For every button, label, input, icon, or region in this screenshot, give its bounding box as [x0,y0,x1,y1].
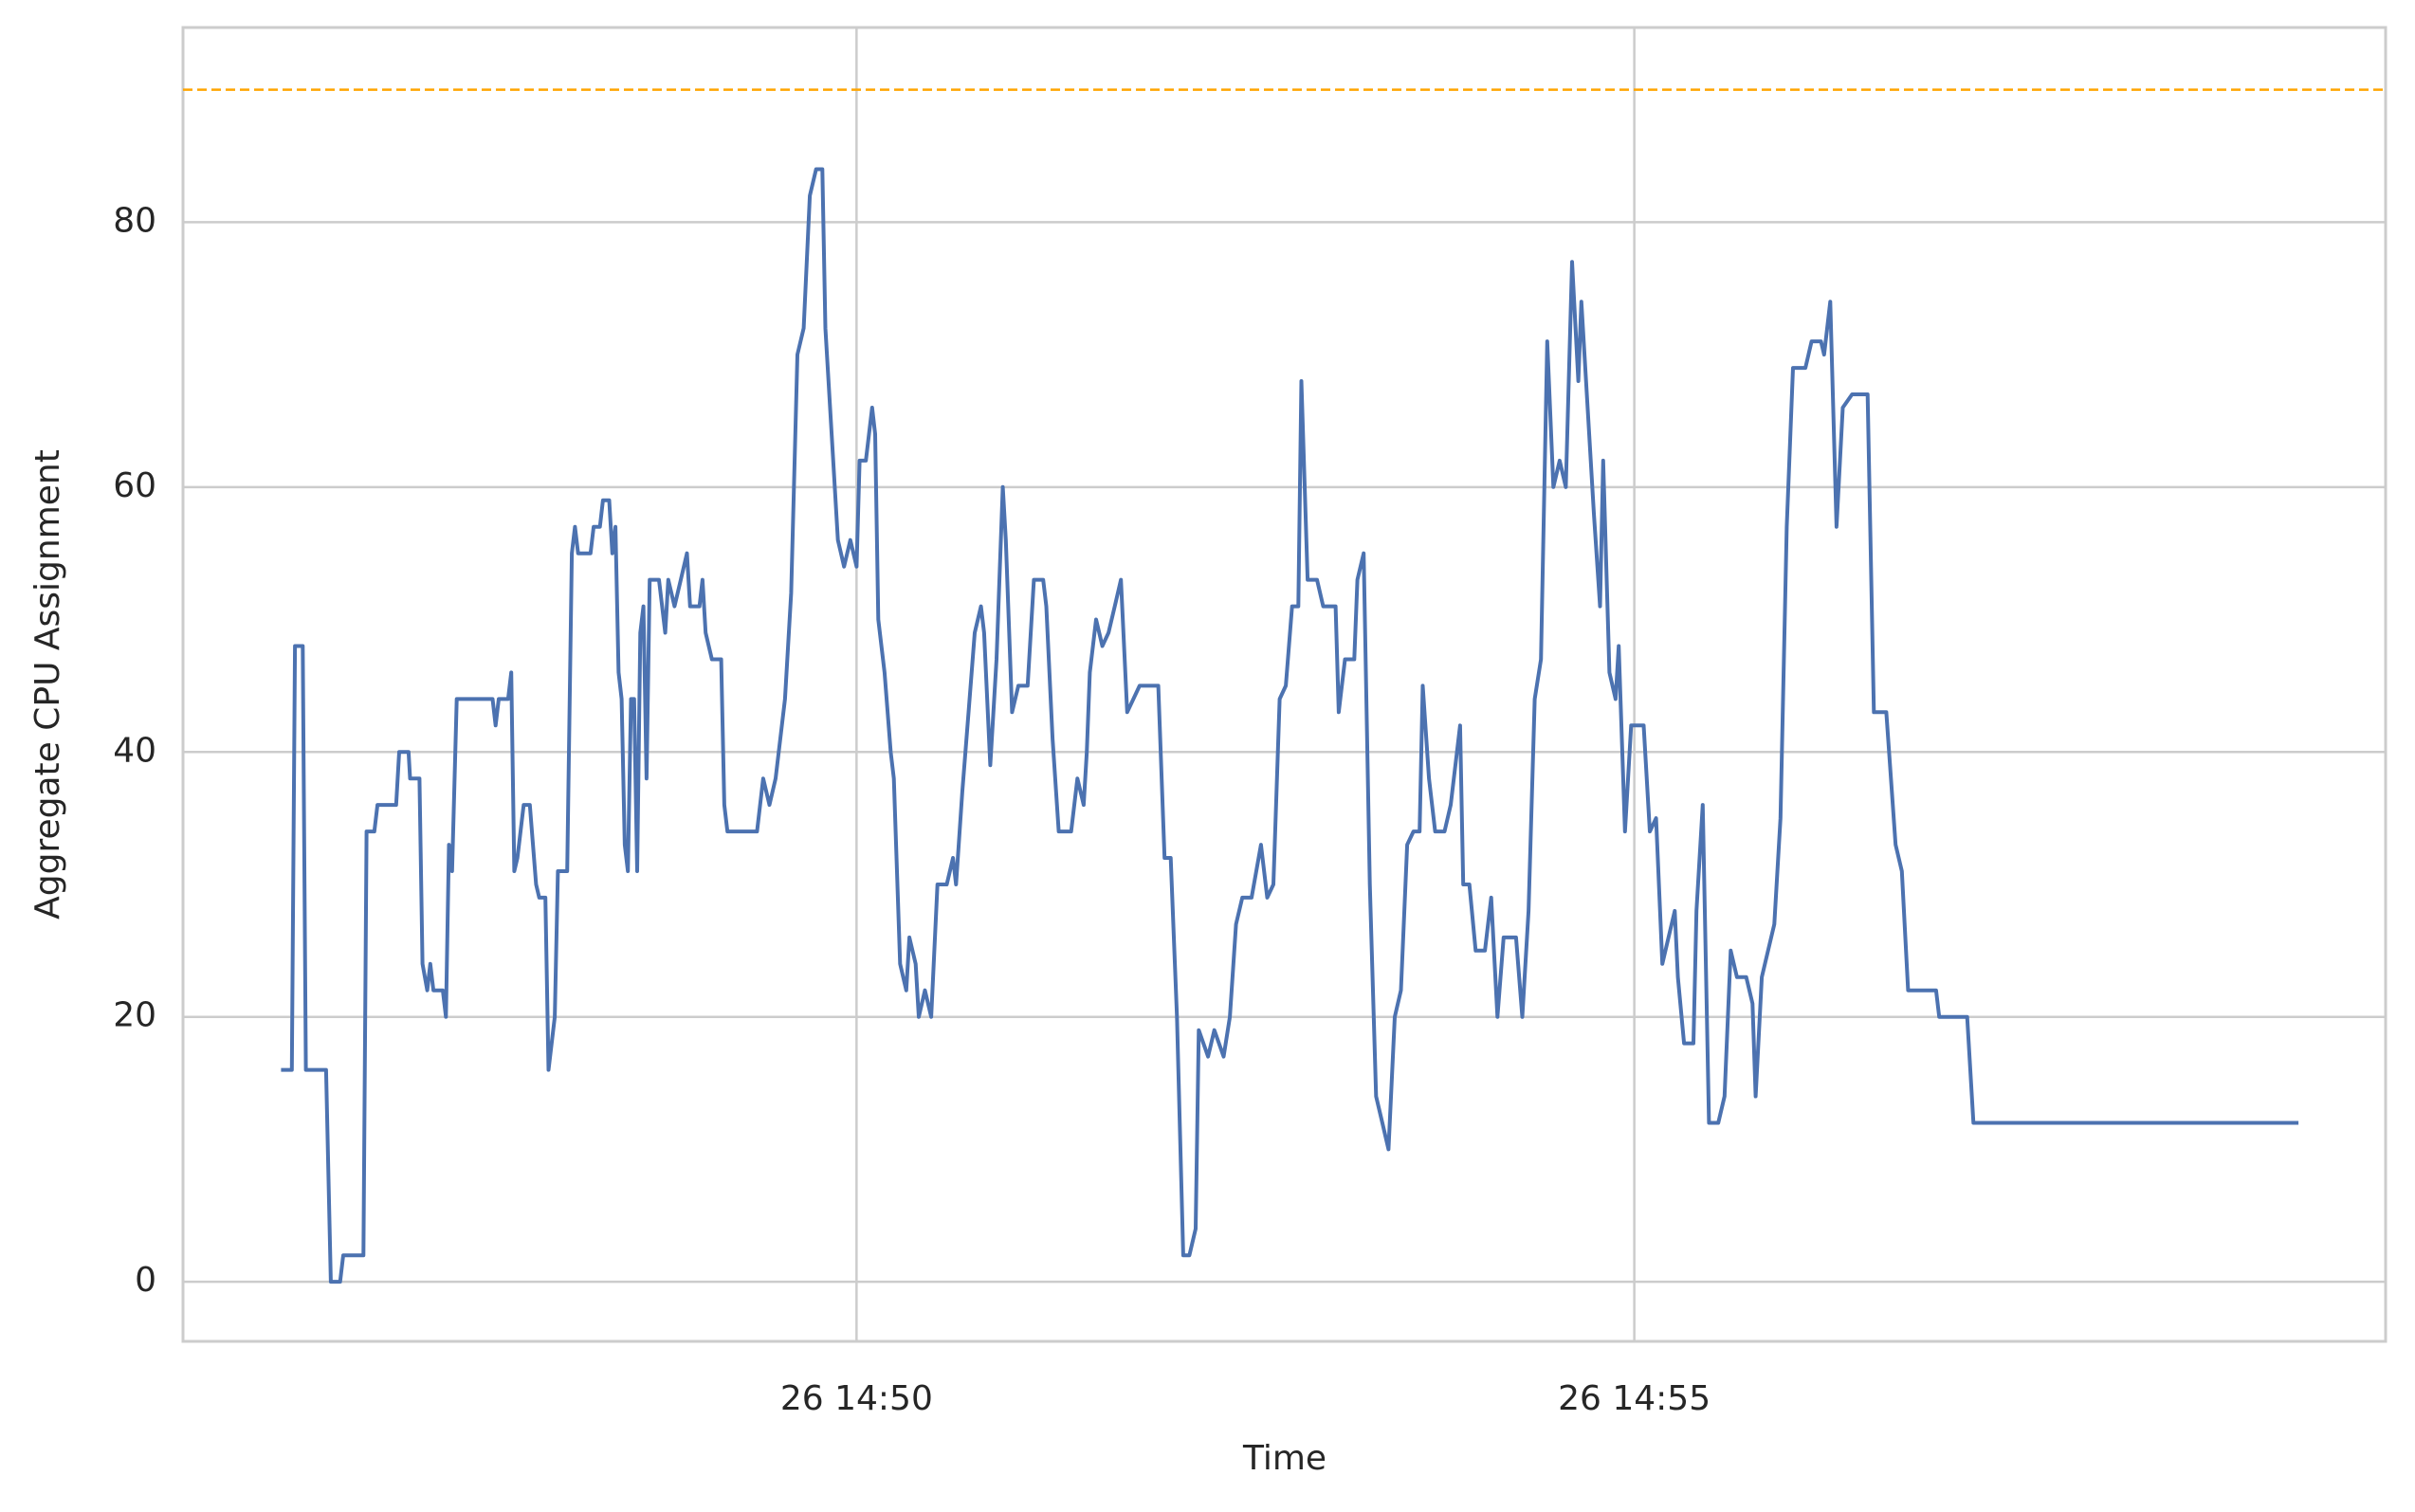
y-tick-label: 60 [113,466,156,505]
y-axis-label: Aggregate CPU Assignment [28,449,67,920]
y-tick-label: 40 [113,731,156,770]
data-line [281,167,2299,1284]
plot-frame [181,26,2388,1343]
x-tick-label: 26 14:55 [1558,1379,1711,1418]
x-axis-label: Time [1242,1439,1326,1478]
y-tick-label: 80 [113,201,156,240]
y-tick-label: 20 [113,996,156,1035]
y-tick-label: 0 [135,1261,156,1300]
x-tick-label: 26 14:50 [780,1379,933,1418]
